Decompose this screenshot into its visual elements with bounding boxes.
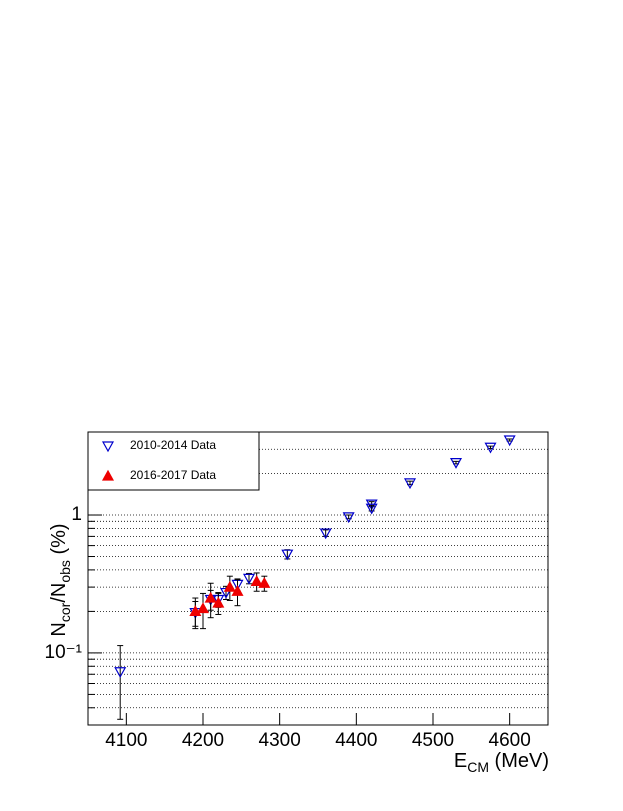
legend-box: [87, 431, 260, 491]
data-point: [212, 596, 225, 608]
y-label-sub: cor: [57, 602, 73, 622]
data-point: [319, 528, 332, 540]
data-point: [204, 591, 217, 603]
plot-frame: [87, 431, 549, 726]
y-axis-label: Ncor/Nobs (%): [48, 523, 72, 636]
data-point: [189, 605, 202, 616]
data-point: [196, 602, 210, 614]
data-point: [484, 442, 497, 454]
x-tick-label: 4100: [105, 730, 147, 751]
x-label-sub: CM: [467, 759, 489, 775]
y-tick-label: 1: [71, 504, 82, 525]
y-tick-label: 10⁻¹: [45, 642, 83, 663]
x-axis-label: ECM (MeV): [454, 750, 549, 774]
x-tick-label: 4500: [412, 730, 454, 751]
y-label-part: /N: [48, 583, 70, 603]
data-point: [449, 457, 463, 469]
data-point: [114, 667, 127, 678]
legend-marker: [101, 441, 115, 453]
data-point: [242, 573, 256, 585]
data-point: [258, 577, 271, 588]
data-point: [250, 575, 263, 587]
y-label-part: (%): [48, 523, 70, 560]
y-label-part: N: [48, 622, 70, 636]
data-point: [281, 549, 294, 561]
x-tick-label: 4600: [489, 730, 531, 751]
data-point: [342, 512, 355, 524]
x-label-part: (MeV): [489, 750, 549, 772]
data-point: [365, 503, 378, 515]
data-point: [231, 585, 244, 596]
data-point: [403, 478, 417, 490]
legend-marker: [101, 469, 115, 481]
x-tick-label: 4300: [259, 730, 301, 751]
data-point: [223, 580, 236, 592]
legend-label: 2016-2017 Data: [130, 468, 216, 482]
x-tick-label: 4200: [182, 730, 224, 751]
y-label-sub: obs: [57, 560, 73, 583]
data-point: [503, 435, 516, 447]
x-tick-label: 4400: [335, 730, 377, 751]
legend-label: 2010-2014 Data: [130, 438, 216, 452]
x-label-part: E: [454, 750, 467, 772]
